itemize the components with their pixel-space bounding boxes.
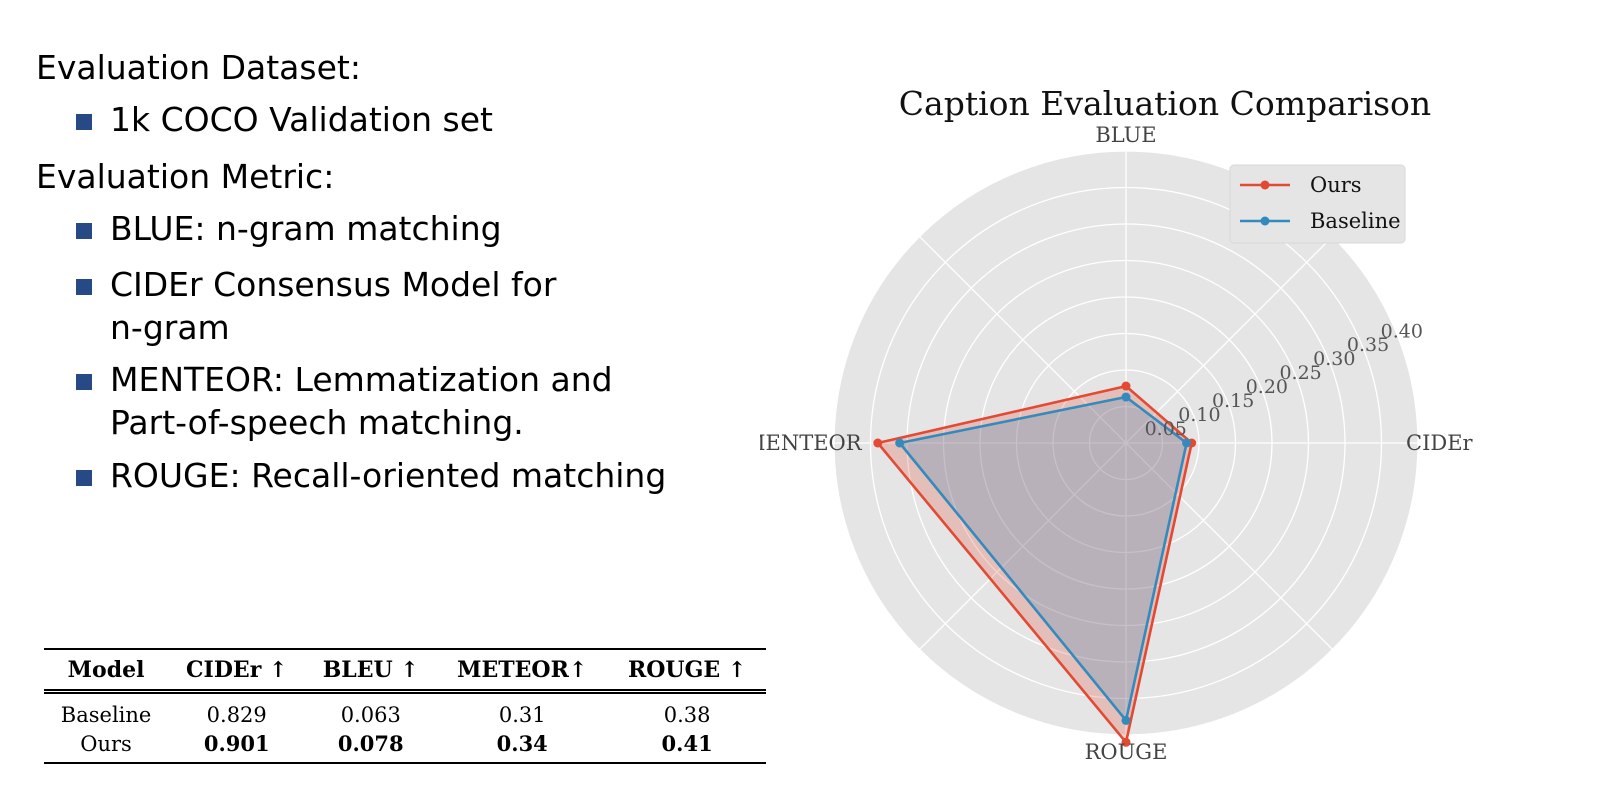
table-header-row: Model CIDEr ↑ BLEU ↑ METEOR↑ ROUGE ↑: [44, 648, 766, 694]
radial-tick-label: 0.40: [1381, 320, 1423, 342]
metric-item-cider: CIDEr Consensus Model for n-gram: [110, 263, 556, 349]
legend-entry: Ours: [1310, 173, 1362, 197]
axis-label: ROUGE: [1085, 740, 1168, 764]
radar-chart: Caption Evaluation Comparison BLUE CIDEr R…: [744, 84, 1474, 764]
list-item: CIDEr Consensus Model for n-gram: [76, 263, 556, 349]
radar-grid: [833, 150, 1419, 736]
metric-item-meteor-line1: MENTEOR: Lemmatization and: [110, 360, 613, 399]
legend-marker: [1260, 216, 1270, 226]
radial-tick-label: 0.20: [1246, 376, 1288, 398]
radar-chart-pane: Caption Evaluation Comparison BLUE CIDEr R…: [744, 70, 1540, 799]
list-item: BLUE: n-gram matching: [76, 207, 502, 250]
left-pane: Evaluation Dataset: 1k COCO Validation s…: [0, 0, 700, 799]
radial-tick-label: 0.15: [1212, 390, 1254, 412]
column-header-bleu: BLEU ↑: [305, 648, 437, 694]
metric-item-cider-line2: n-gram: [110, 308, 230, 347]
column-header-model: Model: [44, 648, 169, 694]
metric-item-meteor: MENTEOR: Lemmatization and Part-of-speec…: [110, 358, 613, 444]
radial-tick-label: 0.25: [1279, 362, 1321, 384]
table-cell: 0.34: [436, 728, 609, 764]
table-cell: Ours: [44, 728, 169, 764]
metric-item-cider-line1: CIDEr Consensus Model for: [110, 265, 557, 304]
legend-marker: [1260, 180, 1270, 190]
column-header-cider: CIDEr ↑: [168, 648, 306, 694]
list-item: ROUGE: Recall-oriented matching: [76, 454, 666, 497]
list-item: MENTEOR: Lemmatization and Part-of-speec…: [76, 358, 613, 444]
column-header-meteor: METEOR↑: [436, 648, 609, 694]
list-item: 1k COCO Validation set: [76, 98, 493, 141]
radial-tick-label: 0.35: [1347, 334, 1389, 356]
table-cell: 0.38: [663, 703, 711, 727]
metric-heading: Evaluation Metric:: [36, 157, 335, 196]
angular-gridline: [1125, 236, 1333, 444]
radial-tick-label: 0.05: [1145, 418, 1187, 440]
table-cell: 0.063: [340, 703, 401, 727]
axis-label: BLUE: [1095, 123, 1156, 147]
series-area: [899, 397, 1187, 721]
dataset-item: 1k COCO Validation set: [110, 100, 493, 139]
axis-label: CIDEr: [1406, 431, 1474, 455]
data-point: [1121, 381, 1131, 391]
angular-gridline: [919, 442, 1127, 650]
radial-tick-label: 0.10: [1178, 404, 1220, 426]
data-point: [873, 438, 883, 448]
table-row: Ours 0.901 0.078 0.34 0.41: [44, 728, 766, 764]
bullet-square-icon: [76, 470, 92, 486]
bullet-square-icon: [76, 279, 92, 295]
axis-label: MENTEOR: [760, 431, 863, 455]
metric-item-rouge: ROUGE: Recall-oriented matching: [110, 456, 667, 495]
chart-title: Caption Evaluation Comparison: [899, 84, 1431, 123]
radial-tick-label: 0.30: [1313, 348, 1355, 370]
angular-gridline: [1125, 442, 1333, 650]
metric-item-meteor-line2: Part-of-speech matching.: [110, 403, 524, 442]
data-point: [1121, 715, 1131, 725]
table-cell: 0.078: [305, 728, 437, 764]
table-cell: 0.31: [498, 703, 546, 727]
data-point: [1121, 737, 1131, 747]
table-cell: 0.829: [206, 703, 267, 727]
chart-legend: Ours Baseline: [1229, 164, 1406, 244]
dataset-heading: Evaluation Dataset:: [36, 48, 361, 87]
data-point: [895, 438, 905, 448]
table-cell: Baseline: [60, 703, 152, 727]
table-cell: 0.41: [608, 728, 766, 764]
metric-item-blue: BLUE: n-gram matching: [110, 209, 502, 248]
bullet-square-icon: [76, 223, 92, 239]
radar-series: [873, 381, 1197, 747]
data-point: [1121, 392, 1131, 402]
bullet-square-icon: [76, 374, 92, 390]
column-header-rouge: ROUGE ↑: [608, 648, 766, 694]
radar-labels: BLUE CIDEr ROUGE MENTEOR 0.050.100.150.200.2…: [744, 123, 1474, 764]
results-table: Model CIDEr ↑ BLEU ↑ METEOR↑ ROUGE ↑ Bas…: [44, 648, 766, 764]
table-row: Baseline 0.829 0.063 0.31 0.38: [44, 692, 766, 729]
series-area: [877, 386, 1192, 743]
angular-gridline: [919, 236, 1127, 444]
bullet-square-icon: [76, 114, 92, 130]
data-point: [1182, 438, 1192, 448]
legend-entry: Baseline: [1310, 209, 1401, 233]
table-cell: 0.901: [168, 728, 306, 764]
